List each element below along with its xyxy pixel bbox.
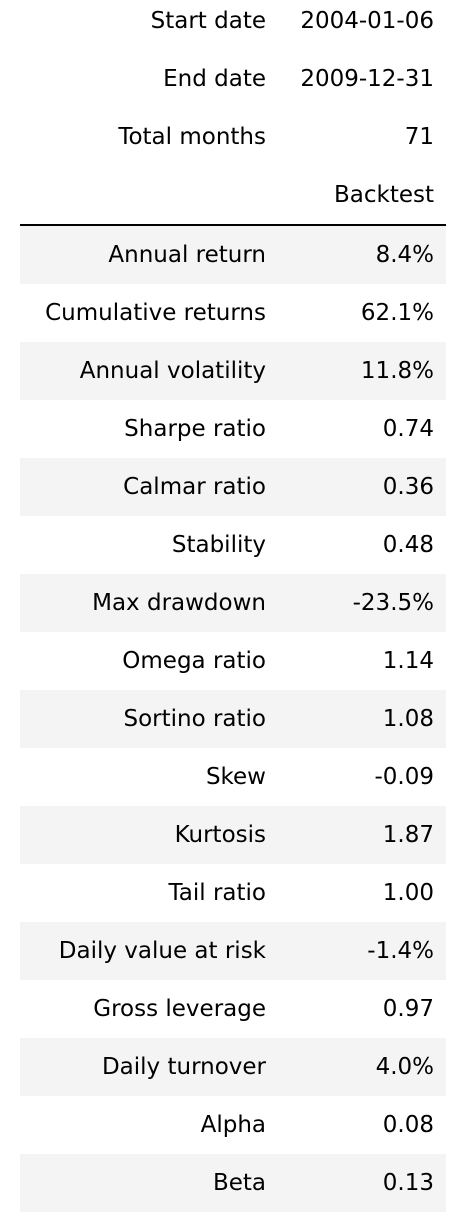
metric-value: 11.8% bbox=[360, 358, 434, 384]
metric-label: Max drawdown bbox=[92, 590, 266, 616]
metric-label: Daily turnover bbox=[101, 1054, 266, 1080]
metric-row-annual-volatility: Annual volatility 11.8% bbox=[20, 342, 446, 400]
metric-row-daily-value-at-risk: Daily value at risk -1.4% bbox=[20, 922, 446, 980]
metric-value: 1.14 bbox=[382, 648, 434, 674]
metric-label: Sortino ratio bbox=[123, 706, 266, 732]
summary-row-start-date: Start date 2004-01-06 bbox=[20, 0, 446, 50]
metric-label: Alpha bbox=[200, 1112, 266, 1138]
summary-label: Start date bbox=[150, 8, 266, 34]
metric-value: 1.08 bbox=[382, 706, 434, 732]
metric-label: Stability bbox=[171, 532, 266, 558]
metric-value: 1.00 bbox=[382, 880, 434, 906]
metric-label: Omega ratio bbox=[122, 648, 266, 674]
metric-row-stability: Stability 0.48 bbox=[20, 516, 446, 574]
metric-label: Daily value at risk bbox=[58, 938, 266, 964]
metric-value: 0.74 bbox=[382, 416, 434, 442]
metric-row-annual-return: Annual return 8.4% bbox=[20, 226, 446, 284]
metric-value: 0.48 bbox=[382, 532, 434, 558]
metric-label: Calmar ratio bbox=[123, 474, 266, 500]
metric-value: 0.36 bbox=[382, 474, 434, 500]
metric-row-beta: Beta 0.13 bbox=[20, 1154, 446, 1212]
metric-label: Tail ratio bbox=[168, 880, 266, 906]
metric-row-sharpe-ratio: Sharpe ratio 0.74 bbox=[20, 400, 446, 458]
metric-row-sortino-ratio: Sortino ratio 1.08 bbox=[20, 690, 446, 748]
metric-value: 8.4% bbox=[375, 242, 434, 268]
metric-label: Gross leverage bbox=[93, 996, 266, 1022]
metric-value: -1.4% bbox=[367, 938, 434, 964]
metric-label: Annual return bbox=[108, 242, 266, 268]
metric-value: -0.09 bbox=[374, 764, 434, 790]
metric-row-kurtosis: Kurtosis 1.87 bbox=[20, 806, 446, 864]
metric-label: Sharpe ratio bbox=[124, 416, 266, 442]
header-divider bbox=[20, 224, 446, 226]
metric-row-omega-ratio: Omega ratio 1.14 bbox=[20, 632, 446, 690]
metric-row-cumulative-returns: Cumulative returns 62.1% bbox=[20, 284, 446, 342]
metric-row-alpha: Alpha 0.08 bbox=[20, 1096, 446, 1154]
metric-row-max-drawdown: Max drawdown -23.5% bbox=[20, 574, 446, 632]
metric-value: 0.13 bbox=[382, 1170, 434, 1196]
summary-value: 2004-01-06 bbox=[300, 8, 434, 34]
metric-label: Kurtosis bbox=[174, 822, 266, 848]
metric-label: Beta bbox=[212, 1170, 266, 1196]
summary-label: Total months bbox=[118, 124, 266, 150]
metric-value: -23.5% bbox=[352, 590, 434, 616]
summary-label: End date bbox=[163, 66, 266, 92]
metric-row-gross-leverage: Gross leverage 0.97 bbox=[20, 980, 446, 1038]
summary-row-end-date: End date 2009-12-31 bbox=[20, 50, 446, 108]
metric-row-calmar-ratio: Calmar ratio 0.36 bbox=[20, 458, 446, 516]
metric-value: 0.08 bbox=[382, 1112, 434, 1138]
metric-label: Skew bbox=[205, 764, 266, 790]
metric-value: 1.87 bbox=[382, 822, 434, 848]
metric-label: Annual volatility bbox=[79, 358, 266, 384]
summary-value: 71 bbox=[404, 124, 434, 150]
metric-value: 0.97 bbox=[382, 996, 434, 1022]
metric-row-skew: Skew -0.09 bbox=[20, 748, 446, 806]
metric-row-daily-turnover: Daily turnover 4.0% bbox=[20, 1038, 446, 1096]
metric-value: 62.1% bbox=[360, 300, 434, 326]
metric-label: Cumulative returns bbox=[45, 300, 266, 326]
summary-value: 2009-12-31 bbox=[300, 66, 434, 92]
column-header-row: Backtest bbox=[20, 166, 446, 224]
column-header-backtest: Backtest bbox=[333, 182, 434, 208]
metric-value: 4.0% bbox=[375, 1054, 434, 1080]
metric-row-tail-ratio: Tail ratio 1.00 bbox=[20, 864, 446, 922]
summary-row-total-months: Total months 71 bbox=[20, 108, 446, 166]
